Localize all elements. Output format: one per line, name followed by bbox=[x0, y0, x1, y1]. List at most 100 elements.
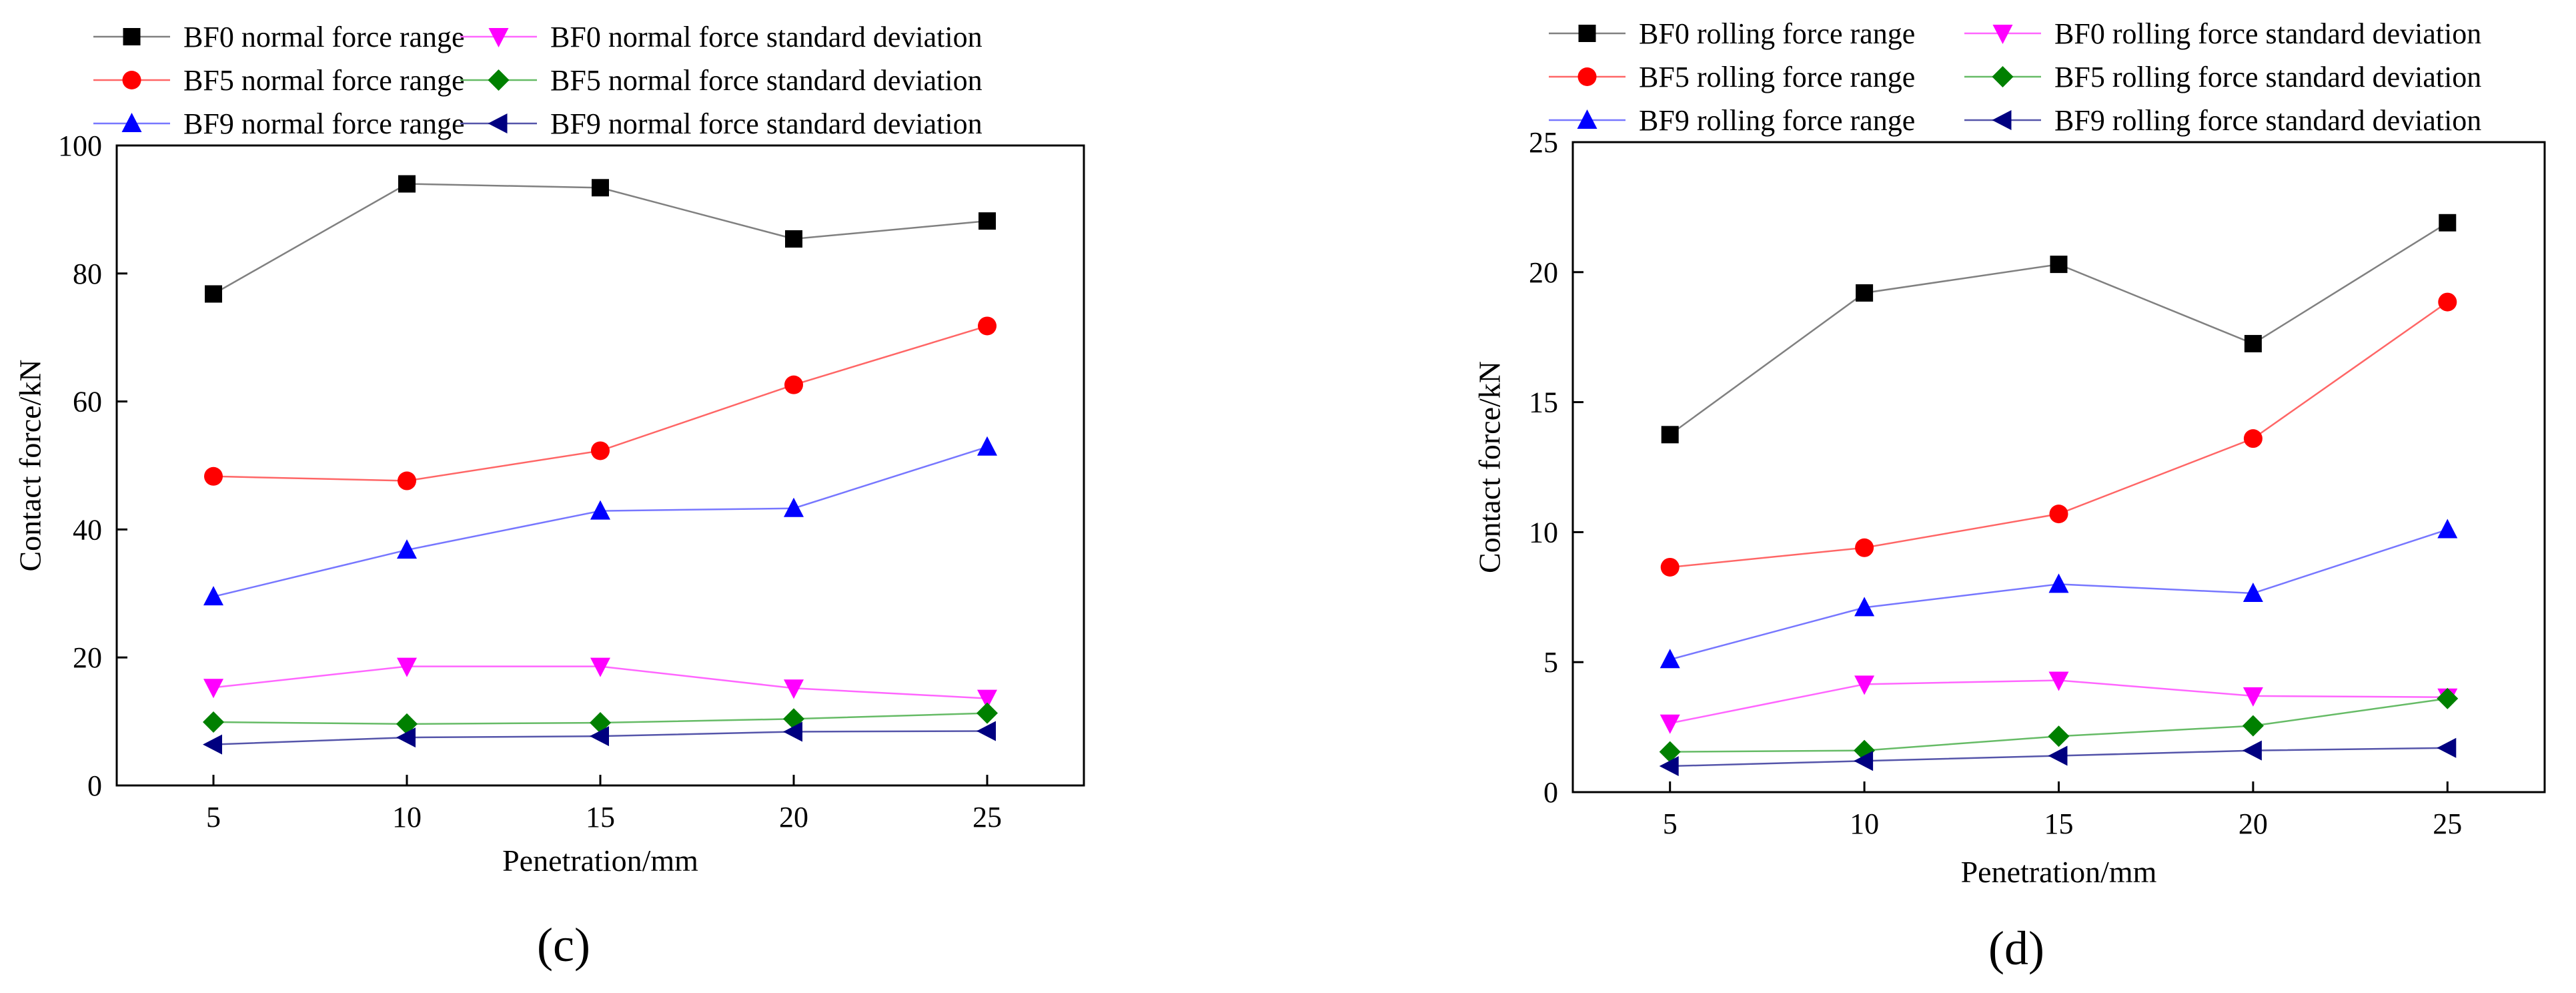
legend-label: BF5 normal force range bbox=[183, 64, 465, 97]
data-point bbox=[2244, 334, 2262, 352]
y-tick-label: 100 bbox=[58, 129, 102, 162]
y-tick-label: 20 bbox=[1529, 256, 1558, 289]
data-point bbox=[205, 285, 222, 303]
data-point bbox=[977, 689, 997, 709]
data-point bbox=[1855, 538, 1874, 557]
data-point bbox=[2439, 214, 2457, 232]
data-point bbox=[203, 734, 222, 755]
x-tick-label: 15 bbox=[2044, 807, 2074, 840]
legend-item: BF0 normal force standard deviation bbox=[460, 21, 983, 53]
series-1 bbox=[1660, 671, 2458, 734]
legend-label: BF5 normal force standard deviation bbox=[550, 64, 983, 97]
series-line bbox=[213, 446, 988, 598]
data-point bbox=[590, 726, 609, 747]
chart-panel-d: 5 10 15 20 25 0 5 10 15 20 25 Penetration/mm Contact… bbox=[1473, 17, 2546, 975]
legend-label: BF0 normal force standard deviation bbox=[550, 21, 983, 53]
legend-marker bbox=[1577, 67, 1597, 86]
series-0 bbox=[1661, 214, 2457, 444]
legend-label: BF0 rolling force range bbox=[1639, 17, 1915, 50]
plot-frame bbox=[115, 144, 1085, 787]
x-tick-label: 25 bbox=[2433, 807, 2462, 840]
legend: BF0 rolling force range BF0 rolling force… bbox=[1549, 17, 2481, 137]
data-point bbox=[977, 702, 998, 724]
x-tick-label: 15 bbox=[586, 801, 615, 834]
data-point bbox=[1660, 557, 1680, 577]
legend-label: BF0 rolling force standard deviation bbox=[2054, 17, 2481, 50]
series-line bbox=[1669, 222, 2448, 436]
legend-marker bbox=[122, 71, 141, 89]
legend-marker bbox=[123, 28, 141, 45]
legend-label: BF0 normal force range bbox=[183, 21, 465, 53]
legend-item: BF9 rolling force range bbox=[1549, 104, 1915, 137]
x-tick-label: 20 bbox=[779, 801, 808, 834]
legend-item: BF5 normal force standard deviation bbox=[460, 64, 983, 97]
x-tick-label: 10 bbox=[392, 801, 422, 834]
x-tick-label: 10 bbox=[1850, 807, 1879, 840]
data-point bbox=[783, 721, 802, 742]
plot-frame bbox=[1571, 141, 2546, 793]
data-point bbox=[2048, 745, 2068, 766]
legend-marker bbox=[1578, 25, 1596, 42]
data-point bbox=[397, 539, 417, 559]
data-point bbox=[1659, 756, 1679, 777]
data-point bbox=[2242, 715, 2264, 737]
data-point bbox=[1856, 284, 1874, 302]
y-tick-label: 20 bbox=[73, 641, 102, 674]
data-point bbox=[203, 679, 223, 699]
data-point bbox=[204, 466, 223, 486]
series-0 bbox=[205, 175, 996, 303]
legend-marker bbox=[1992, 25, 2013, 44]
y-tick-label: 15 bbox=[1529, 386, 1558, 419]
data-point bbox=[2049, 505, 2068, 524]
data-point bbox=[1661, 426, 1679, 444]
data-point bbox=[2437, 687, 2459, 709]
x-tick-label: 25 bbox=[973, 801, 1002, 834]
series-4 bbox=[1660, 519, 2458, 669]
legend-label: BF9 normal force range bbox=[183, 107, 465, 140]
data-point bbox=[592, 179, 609, 197]
y-tick-label: 60 bbox=[73, 386, 102, 418]
legend-item: BF5 rolling force range bbox=[1549, 61, 1915, 93]
legend-item: BF9 rolling force standard deviation bbox=[1964, 104, 2481, 137]
panel-label: (d) bbox=[1988, 922, 2044, 975]
legend-marker bbox=[1577, 109, 1597, 129]
data-point bbox=[2242, 687, 2263, 707]
legend-label: BF9 rolling force range bbox=[1639, 104, 1915, 137]
data-point bbox=[591, 441, 610, 460]
data-point bbox=[784, 497, 804, 517]
legend-marker bbox=[1992, 66, 2014, 87]
data-point bbox=[2050, 256, 2068, 274]
data-point bbox=[397, 657, 417, 677]
series-line bbox=[213, 183, 988, 295]
legend-item: BF5 normal force range bbox=[93, 64, 465, 97]
y-tick-label: 25 bbox=[1529, 126, 1558, 159]
data-point bbox=[203, 711, 224, 733]
legend-marker bbox=[1992, 110, 2012, 130]
data-point bbox=[590, 657, 610, 677]
legend-label: BF9 rolling force standard deviation bbox=[2054, 104, 2481, 137]
data-point bbox=[1660, 649, 1680, 669]
legend-item: BF0 rolling force range bbox=[1549, 17, 1915, 50]
data-point bbox=[977, 721, 996, 741]
series-3 bbox=[203, 702, 998, 735]
data-point bbox=[784, 375, 803, 394]
legend-marker bbox=[488, 113, 508, 133]
data-point bbox=[2242, 582, 2263, 602]
series-line bbox=[1670, 301, 2449, 569]
legend-label: BF5 rolling force standard deviation bbox=[2054, 61, 2481, 93]
x-tick-label: 20 bbox=[2238, 807, 2268, 840]
data-point bbox=[978, 316, 997, 336]
data-point bbox=[1854, 597, 1875, 617]
series-4 bbox=[203, 436, 997, 606]
y-tick-label: 40 bbox=[73, 513, 102, 546]
x-tick-label: 5 bbox=[1663, 807, 1678, 840]
data-point bbox=[785, 230, 802, 248]
legend-marker bbox=[488, 28, 509, 47]
legend-label: BF9 normal force standard deviation bbox=[550, 107, 983, 140]
data-point bbox=[1659, 741, 1681, 763]
y-tick-label: 0 bbox=[87, 769, 102, 802]
data-point bbox=[2242, 740, 2262, 761]
legend-item: BF9 normal force range bbox=[93, 107, 465, 140]
series-line bbox=[1670, 529, 2448, 661]
